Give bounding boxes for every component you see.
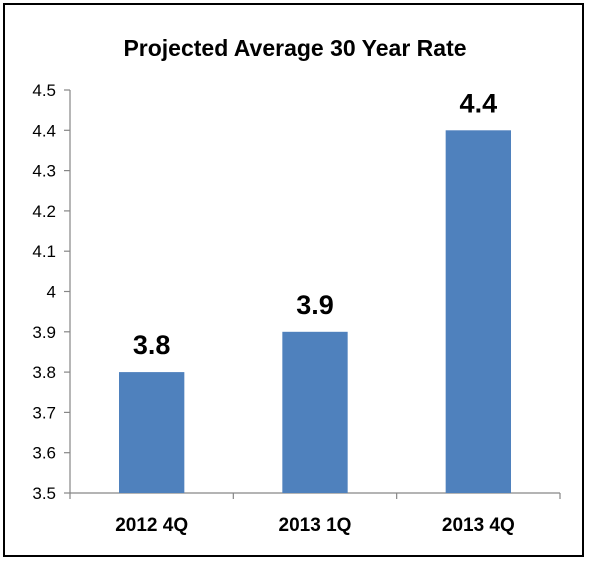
- bar: [282, 331, 348, 493]
- y-tick-label: 3.9: [32, 323, 56, 342]
- y-tick-label: 3.8: [32, 363, 56, 382]
- x-tick-label: 2013 4Q: [442, 515, 515, 536]
- y-tick-label: 3.7: [32, 403, 56, 422]
- y-axis: 3.5 3.6 3.7 3.8 3.9 4 4.1 4.2 4.3 4.4 4.5: [32, 81, 71, 503]
- chart-title: Projected Average 30 Year Rate: [123, 35, 466, 61]
- y-tick-label: 3.6: [32, 444, 56, 463]
- bar: [119, 372, 185, 493]
- y-tick-label: 4: [47, 283, 56, 302]
- x-tick-label: 2012 4Q: [115, 515, 188, 536]
- data-label: 3.9: [296, 290, 334, 320]
- data-label: 4.4: [460, 88, 498, 118]
- y-tick-label: 4.5: [32, 81, 56, 100]
- data-label: 3.8: [133, 330, 171, 360]
- y-tick-label: 3.5: [32, 484, 56, 503]
- y-tick-label: 4.4: [32, 121, 56, 140]
- x-tick-label: 2013 1Q: [279, 515, 352, 536]
- x-axis: 2012 4Q 2013 1Q 2013 4Q: [69, 492, 561, 536]
- data-labels: 3.8 3.9 4.4: [133, 88, 497, 360]
- y-tick-label: 4.2: [32, 202, 56, 221]
- y-tick-label: 4.3: [32, 162, 56, 181]
- bar: [445, 130, 511, 494]
- y-tick-label: 4.1: [32, 242, 56, 261]
- bars: [119, 130, 511, 494]
